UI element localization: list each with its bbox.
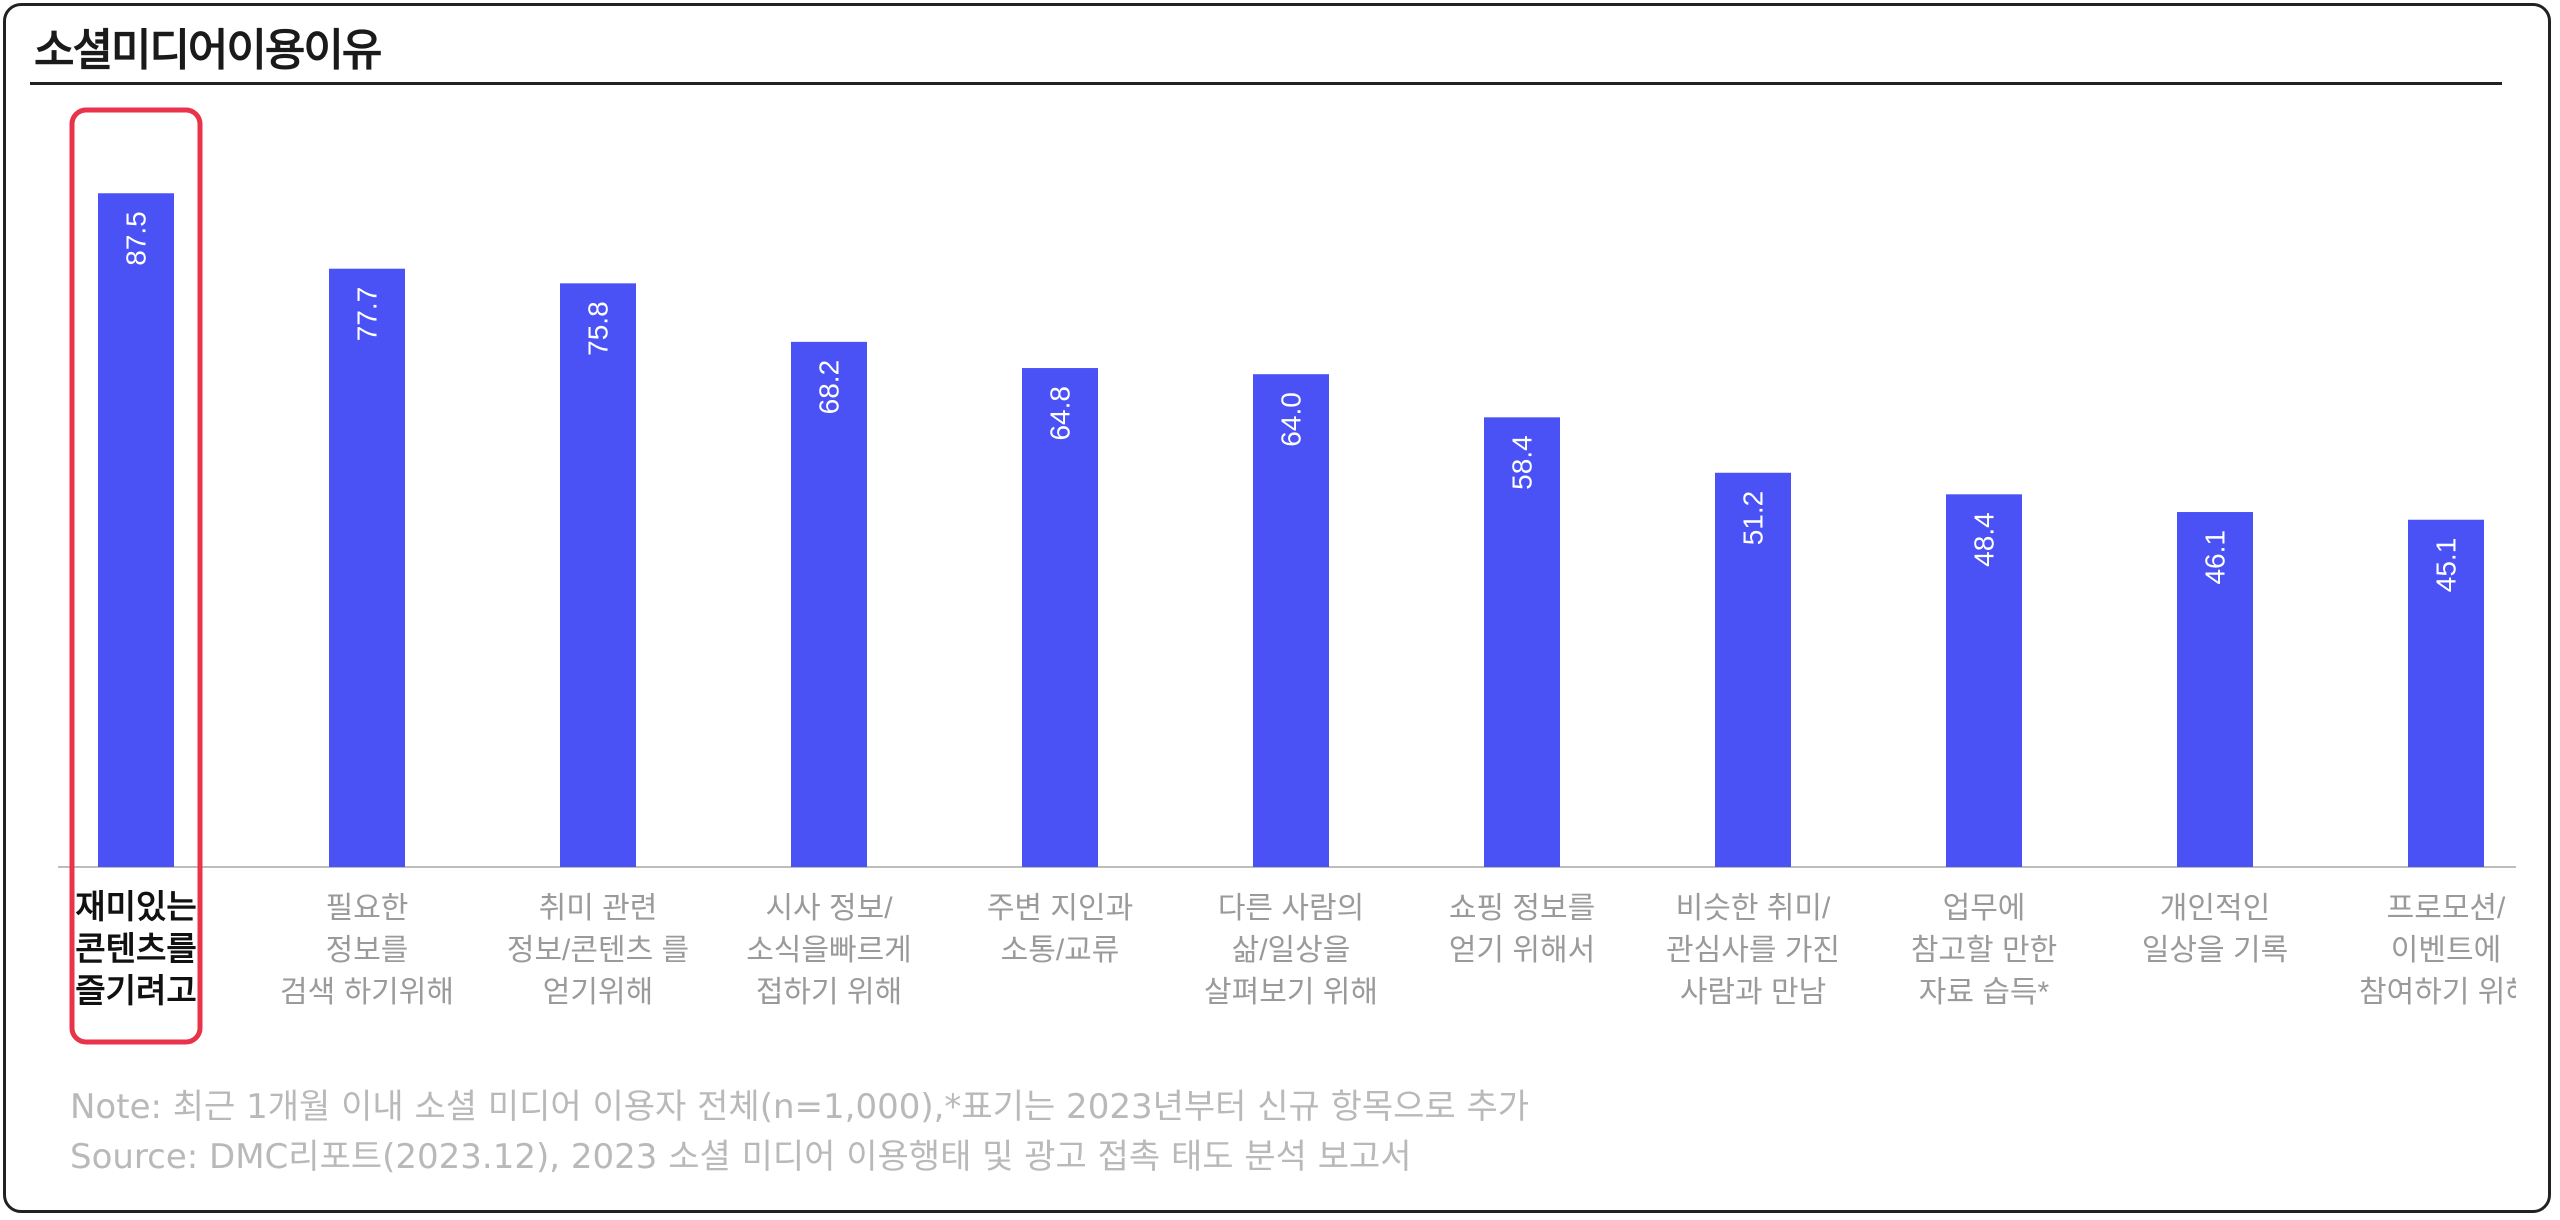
category-label: 쇼핑 정보를: [1449, 892, 1595, 925]
category-label: 주변 지인과: [987, 892, 1133, 925]
bar: [1715, 472, 1791, 867]
category-label: 얻기 위해서: [1449, 934, 1595, 967]
category-label: 정보를: [326, 934, 409, 967]
chart-title: 소셜미디어이용이유: [34, 25, 382, 76]
category-label: 취미 관련: [539, 892, 658, 925]
category-label: 정보/콘텐츠 를: [507, 934, 689, 967]
category-label: 재미있는: [75, 888, 196, 925]
bar: [791, 341, 867, 867]
category-label: 검색 하기위해: [280, 976, 454, 1009]
bar-value-label: 68.2: [814, 360, 845, 415]
category-label: 비슷한 취미/: [1676, 892, 1831, 925]
bar-value-label: 64.0: [1276, 392, 1307, 447]
category-label: 일상을 기록: [2142, 934, 2288, 967]
category-label: 소식을빠르게: [746, 934, 912, 967]
bar-value-label: 46.1: [2200, 530, 2231, 585]
category-label: 얻기위해: [543, 976, 653, 1009]
bar: [1946, 494, 2022, 867]
bar: [1484, 417, 1560, 867]
category-label: 사람과 만남: [1680, 976, 1826, 1009]
category-label: 이벤트에: [2391, 934, 2501, 967]
bar-value-label: 64.8: [1045, 386, 1076, 441]
category-label: 참고할 만한: [1911, 934, 2057, 967]
bar-value-label: 77.7: [352, 287, 383, 342]
source-text: Source: DMC리포트(2023.12), 2023 소셜 미디어 이용행…: [70, 1137, 1412, 1177]
category-label: 다른 사람의: [1218, 892, 1364, 925]
category-label: 관심사를 가진: [1666, 934, 1840, 967]
chart-notes: Note: 최근 1개월 이내 소셜 미디어 이용자 전체(n=1,000),*…: [70, 1082, 1529, 1182]
category-label: 참여하기 위해: [2359, 976, 2533, 1009]
bar-value-label: 48.4: [1969, 512, 2000, 567]
bar: [1253, 374, 1329, 867]
category-label: 접하기 위해: [756, 976, 902, 1009]
bar: [1022, 368, 1098, 867]
category-label: 즐기려고: [75, 972, 196, 1009]
bar-value-label: 51.2: [1738, 491, 1769, 546]
bar: [560, 283, 636, 868]
title-divider: [30, 82, 2502, 85]
bar-value-label: 75.8: [583, 301, 614, 356]
category-label: 업무에: [1943, 892, 2026, 925]
category-label: 프로모션/: [2387, 892, 2506, 925]
category-label: 삶/일상을: [1232, 934, 1351, 967]
note-text: Note: 최근 1개월 이내 소셜 미디어 이용자 전체(n=1,000),*…: [70, 1087, 1530, 1127]
bar-value-label: 58.4: [1507, 435, 1538, 490]
bar-value-label: 45.1: [2431, 538, 2462, 593]
highlight-box: [69, 107, 203, 1045]
category-label: 시사 정보/: [765, 892, 893, 925]
category-label: 개인적인: [2160, 892, 2270, 925]
bar-value-label: 87.5: [121, 211, 152, 266]
bar: [2177, 512, 2253, 867]
category-label: 살펴보기 위해: [1204, 976, 1378, 1009]
bar: [329, 268, 405, 868]
bar: [2408, 519, 2484, 867]
bar: [98, 193, 174, 867]
category-label: 콘텐츠를: [75, 930, 196, 967]
category-label: 소통/교류: [1001, 934, 1120, 967]
category-label: 필요한: [326, 892, 409, 925]
category-label: 자료 습득*: [1919, 976, 2050, 1009]
